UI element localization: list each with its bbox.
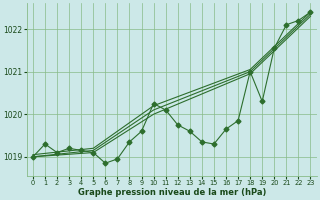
X-axis label: Graphe pression niveau de la mer (hPa): Graphe pression niveau de la mer (hPa) (77, 188, 266, 197)
